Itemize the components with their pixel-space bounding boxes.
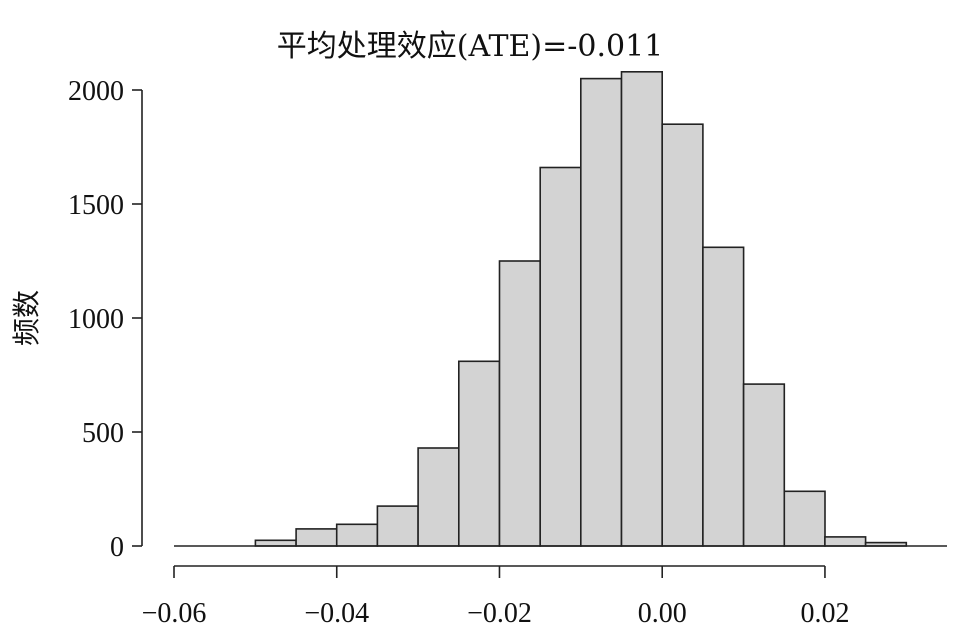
x-axis: −0.06 −0.04 −0.02 0.00 0.02: [142, 565, 849, 629]
histogram-bar: [539, 166, 582, 547]
histogram-bar: [295, 528, 338, 547]
x-tick-label: −0.06: [142, 598, 207, 629]
histogram-bar: [254, 539, 297, 547]
histogram-bar: [579, 77, 623, 547]
histogram-bar: [702, 246, 745, 547]
histogram-bar: [417, 447, 460, 547]
x-tick-label: 0.02: [800, 598, 849, 629]
histogram-bar: [457, 360, 501, 547]
histogram-bar: [335, 523, 379, 547]
y-tick-label: 0: [110, 532, 124, 563]
histogram-bar: [661, 123, 704, 547]
y-tick-label: 500: [82, 418, 124, 449]
y-axis: 0 500 1000 1500 2000: [68, 76, 143, 563]
y-tick-label: 2000: [68, 76, 124, 107]
x-tick-label: −0.02: [467, 598, 532, 629]
y-tick-label: 1500: [68, 190, 124, 221]
histogram-bar: [376, 505, 419, 547]
histogram-bar: [824, 536, 867, 547]
x-tick-label: −0.04: [304, 598, 369, 629]
histogram-bar: [498, 260, 542, 547]
x-tick-label: 0.00: [638, 598, 687, 629]
y-tick-label: 1000: [68, 304, 124, 335]
histogram-bar: [620, 71, 664, 547]
bars-group: [254, 71, 908, 547]
histogram-bar: [783, 490, 826, 547]
chart-title: 平均处理效应(ATE)=-0.011: [277, 29, 664, 64]
y-axis-title: 频数: [10, 290, 43, 346]
histogram-bar: [742, 383, 786, 547]
